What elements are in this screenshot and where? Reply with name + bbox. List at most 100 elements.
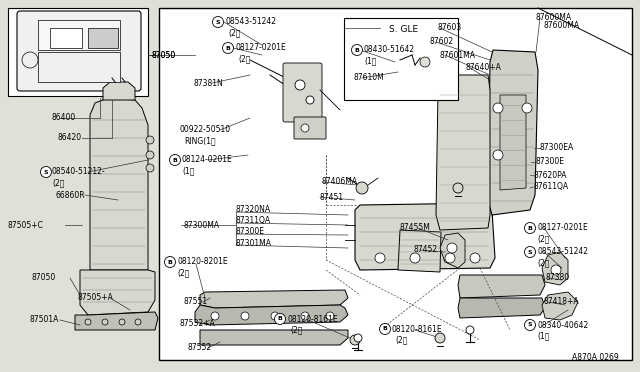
Text: 66860R: 66860R bbox=[55, 190, 84, 199]
Text: 86420: 86420 bbox=[57, 134, 81, 142]
Text: (2）: (2） bbox=[290, 326, 302, 334]
Text: 87381N: 87381N bbox=[193, 78, 223, 87]
Text: 08540-51212-: 08540-51212- bbox=[52, 167, 106, 176]
Circle shape bbox=[301, 312, 309, 320]
Circle shape bbox=[170, 154, 180, 166]
Circle shape bbox=[466, 326, 474, 334]
Polygon shape bbox=[200, 330, 348, 345]
Polygon shape bbox=[90, 98, 148, 270]
Text: (1）: (1） bbox=[537, 331, 549, 340]
Circle shape bbox=[493, 150, 503, 160]
Circle shape bbox=[146, 136, 154, 144]
Bar bbox=[50, 28, 82, 48]
Text: B: B bbox=[278, 317, 282, 321]
Polygon shape bbox=[355, 203, 495, 270]
Text: A870A 0269: A870A 0269 bbox=[572, 353, 619, 362]
Text: 87600MA: 87600MA bbox=[536, 13, 572, 22]
Text: 87300MA: 87300MA bbox=[183, 221, 219, 230]
Text: S. GLE: S. GLE bbox=[389, 26, 419, 35]
Circle shape bbox=[351, 45, 362, 55]
Text: (2）: (2） bbox=[177, 269, 189, 278]
Circle shape bbox=[435, 333, 445, 343]
Text: B: B bbox=[383, 327, 387, 331]
Text: 87311QA: 87311QA bbox=[235, 217, 270, 225]
Polygon shape bbox=[80, 270, 155, 315]
Circle shape bbox=[445, 253, 455, 263]
Circle shape bbox=[146, 164, 154, 172]
Circle shape bbox=[410, 253, 420, 263]
FancyBboxPatch shape bbox=[283, 63, 322, 122]
Text: 08127-0201E: 08127-0201E bbox=[537, 224, 588, 232]
Text: 87406MA: 87406MA bbox=[322, 177, 358, 186]
Polygon shape bbox=[436, 75, 490, 230]
Text: S: S bbox=[216, 19, 220, 25]
Text: 87320NA: 87320NA bbox=[235, 205, 270, 215]
Text: (2）: (2） bbox=[228, 29, 241, 38]
Text: 87455M: 87455M bbox=[400, 224, 431, 232]
Circle shape bbox=[354, 334, 362, 342]
Polygon shape bbox=[542, 252, 568, 285]
Circle shape bbox=[212, 16, 223, 28]
Circle shape bbox=[271, 312, 279, 320]
Polygon shape bbox=[195, 305, 348, 325]
Text: 08120-8161E: 08120-8161E bbox=[392, 324, 443, 334]
Text: 87050: 87050 bbox=[152, 51, 176, 60]
Circle shape bbox=[241, 312, 249, 320]
Text: S: S bbox=[528, 250, 532, 254]
Text: 08127-0201E: 08127-0201E bbox=[235, 44, 285, 52]
Text: 00922-50510: 00922-50510 bbox=[180, 125, 231, 135]
Circle shape bbox=[211, 312, 219, 320]
Circle shape bbox=[135, 319, 141, 325]
Text: 87611QA: 87611QA bbox=[533, 183, 568, 192]
Text: 87532+A: 87532+A bbox=[179, 318, 215, 327]
Circle shape bbox=[375, 253, 385, 263]
Text: 87603: 87603 bbox=[438, 23, 462, 32]
Text: 08430-51642: 08430-51642 bbox=[364, 45, 415, 55]
Text: 08120-8201E: 08120-8201E bbox=[177, 257, 228, 266]
Text: RING(1）: RING(1） bbox=[184, 137, 216, 145]
Text: S: S bbox=[528, 323, 532, 327]
Text: 87501A: 87501A bbox=[30, 315, 60, 324]
Polygon shape bbox=[488, 50, 538, 215]
Bar bbox=[88, 28, 118, 48]
Circle shape bbox=[275, 314, 285, 324]
Text: 08340-40642: 08340-40642 bbox=[537, 321, 588, 330]
Polygon shape bbox=[103, 82, 135, 100]
Circle shape bbox=[525, 247, 536, 257]
Bar bbox=[159, 8, 632, 360]
Circle shape bbox=[525, 320, 536, 330]
Circle shape bbox=[350, 335, 360, 345]
Text: 87600MA: 87600MA bbox=[543, 20, 579, 29]
Circle shape bbox=[119, 319, 125, 325]
Circle shape bbox=[85, 319, 91, 325]
Text: 08543-51242: 08543-51242 bbox=[537, 247, 588, 257]
Text: (1）: (1） bbox=[182, 167, 195, 176]
Text: 08543-51242: 08543-51242 bbox=[225, 17, 276, 26]
Circle shape bbox=[453, 183, 463, 193]
Text: 87300EA: 87300EA bbox=[540, 144, 574, 153]
Circle shape bbox=[164, 257, 175, 267]
Circle shape bbox=[102, 319, 108, 325]
Text: 87300E: 87300E bbox=[536, 157, 565, 167]
Text: (2）: (2） bbox=[52, 179, 65, 187]
Circle shape bbox=[22, 52, 38, 68]
Text: B: B bbox=[168, 260, 172, 264]
Text: B: B bbox=[355, 48, 360, 52]
Text: 87451: 87451 bbox=[320, 192, 344, 202]
FancyBboxPatch shape bbox=[17, 11, 141, 91]
Bar bbox=[38, 52, 120, 82]
Circle shape bbox=[470, 253, 480, 263]
Circle shape bbox=[551, 265, 561, 275]
Text: (2）: (2） bbox=[238, 55, 250, 64]
Text: 08124-0201E: 08124-0201E bbox=[182, 155, 233, 164]
Circle shape bbox=[356, 182, 368, 194]
Circle shape bbox=[326, 312, 334, 320]
Text: B: B bbox=[173, 157, 177, 163]
Circle shape bbox=[493, 103, 503, 113]
Text: 87505+A: 87505+A bbox=[78, 294, 114, 302]
Circle shape bbox=[447, 243, 457, 253]
Text: 87050: 87050 bbox=[32, 273, 56, 282]
Polygon shape bbox=[458, 298, 545, 318]
Circle shape bbox=[525, 222, 536, 234]
Text: 87640+A: 87640+A bbox=[465, 64, 501, 73]
